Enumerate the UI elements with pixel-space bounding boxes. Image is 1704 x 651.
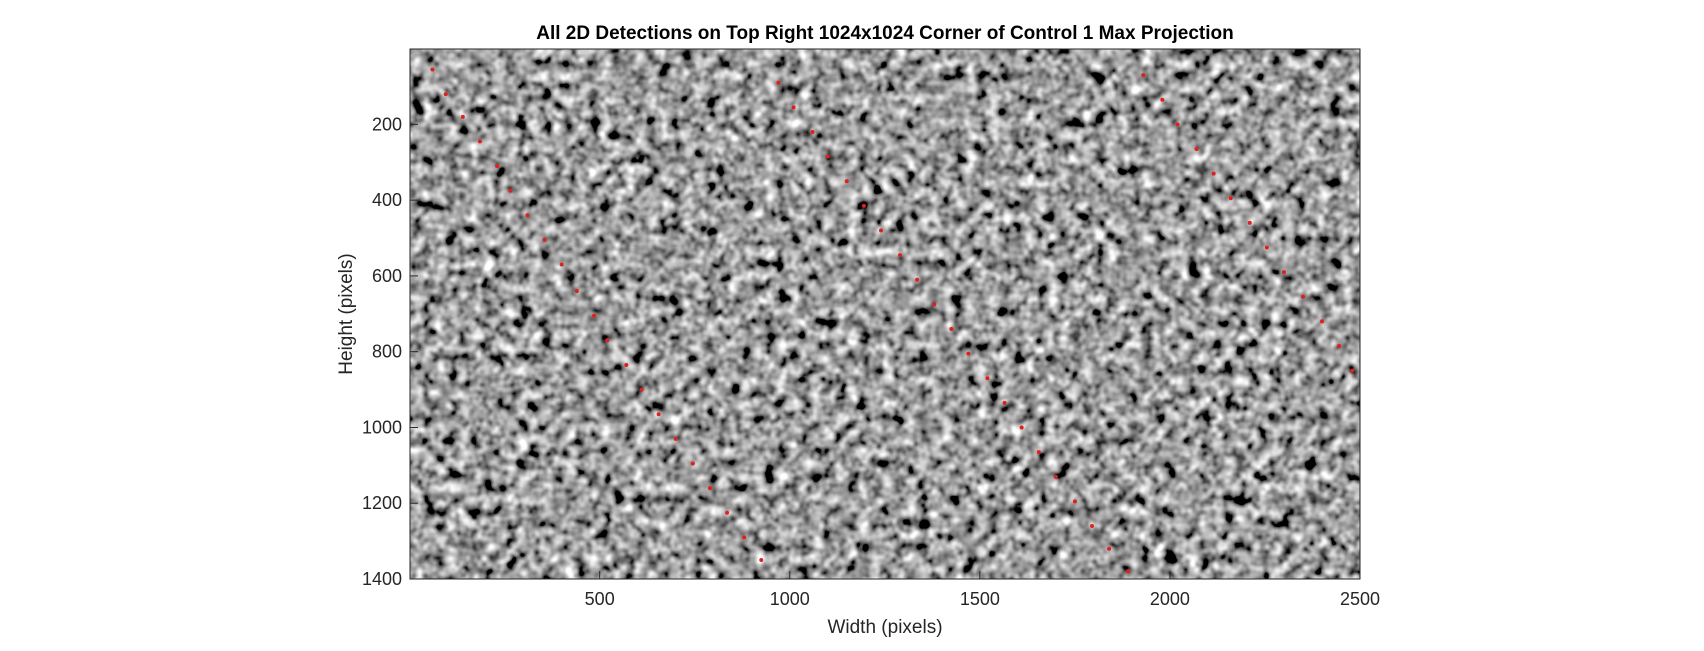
detection-point xyxy=(1053,474,1058,479)
detection-point xyxy=(844,179,849,184)
detection-point xyxy=(932,302,937,307)
detection-point xyxy=(1350,368,1355,373)
detection-point xyxy=(776,80,781,85)
y-axis: 200 400 600 800 1000 1200 1400 xyxy=(362,114,418,589)
y-tick-label: 1000 xyxy=(362,417,402,437)
detection-point xyxy=(443,92,448,97)
detection-point xyxy=(477,139,482,144)
y-tick-label: 400 xyxy=(372,190,402,210)
x-tick-label: 2000 xyxy=(1150,589,1190,609)
y-axis-label: Height (pixels) xyxy=(336,253,357,374)
detection-point xyxy=(707,486,712,491)
detection-point xyxy=(460,114,465,119)
detection-point xyxy=(591,313,596,318)
detection-point xyxy=(1175,122,1180,127)
detection-point xyxy=(1072,499,1077,504)
detection-point xyxy=(1264,245,1269,250)
x-axis: 500 1000 1500 2000 2500 xyxy=(585,571,1380,609)
detection-point xyxy=(1089,523,1094,528)
x-tick-label: 500 xyxy=(585,589,615,609)
detection-point xyxy=(742,535,747,540)
detection-point xyxy=(725,510,730,515)
detection-point xyxy=(949,326,954,331)
chart-title: All 2D Detections on Top Right 1024x1024… xyxy=(536,23,1234,44)
y-tick-label: 600 xyxy=(372,266,402,286)
detection-point xyxy=(624,362,629,367)
detection-point xyxy=(1141,73,1146,78)
detection-point xyxy=(574,289,579,294)
x-axis-label: Width (pixels) xyxy=(827,617,942,638)
detection-point xyxy=(1126,569,1131,574)
detection-point xyxy=(915,277,920,282)
detection-point xyxy=(1319,319,1324,324)
y-tick-label: 1400 xyxy=(362,569,402,589)
detection-point xyxy=(508,188,513,193)
detection-point xyxy=(656,412,661,417)
plot-frame xyxy=(409,48,1361,580)
x-tick-label: 1500 xyxy=(960,589,1000,609)
detection-point xyxy=(825,154,830,159)
detection-point xyxy=(1300,294,1305,299)
detection-point xyxy=(525,213,530,218)
detection-point xyxy=(759,558,764,563)
detection-point xyxy=(1247,220,1252,225)
detection-point xyxy=(559,262,564,267)
detection-point xyxy=(1228,196,1233,201)
detection-point xyxy=(861,203,866,208)
y-tick-label: 200 xyxy=(372,114,402,134)
detection-point xyxy=(985,376,990,381)
plot-area xyxy=(409,48,1361,580)
detection-point xyxy=(966,351,971,356)
detection-point xyxy=(495,164,500,169)
detection-point xyxy=(1211,171,1216,176)
detection-point xyxy=(1194,147,1199,152)
detection-point xyxy=(1036,450,1041,455)
detection-point xyxy=(810,129,815,134)
detection-point xyxy=(673,436,678,441)
detection-point xyxy=(605,338,610,343)
y-tick-label: 1200 xyxy=(362,493,402,513)
y-tick-label: 800 xyxy=(372,342,402,362)
detection-point xyxy=(879,228,884,233)
x-tick-label: 1000 xyxy=(770,589,810,609)
detection-point xyxy=(430,67,435,72)
microscopy-image xyxy=(410,49,1360,579)
detection-point xyxy=(639,387,644,392)
detection-point xyxy=(791,105,796,110)
detection-point xyxy=(1281,270,1286,275)
detection-point xyxy=(898,253,903,258)
detection-point xyxy=(1107,546,1112,551)
detection-point xyxy=(1002,400,1007,405)
detection-point xyxy=(1337,344,1342,349)
detection-points xyxy=(430,67,1355,574)
detection-point xyxy=(1019,425,1024,430)
detection-point xyxy=(1160,97,1165,102)
detection-point xyxy=(690,461,695,466)
x-tick-label: 2500 xyxy=(1340,589,1380,609)
detection-point xyxy=(542,237,547,242)
